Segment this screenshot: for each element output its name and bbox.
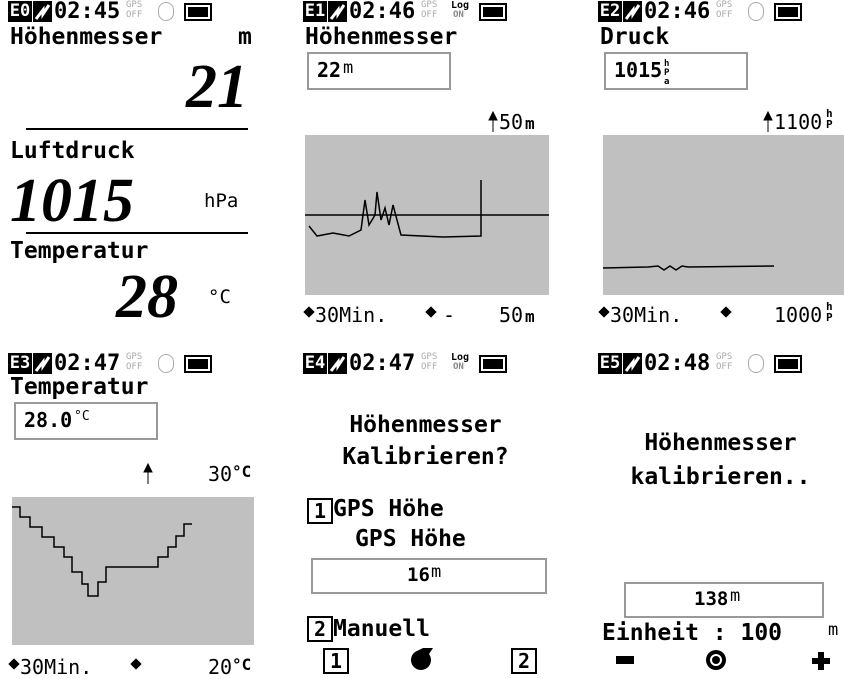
scale-bottom: 50 xyxy=(499,305,523,325)
screen-tag: E1 xyxy=(303,1,327,22)
value: 1015 xyxy=(10,170,134,232)
clock: 02:45 xyxy=(54,1,120,23)
gps-state: OFF xyxy=(421,11,437,20)
log-state: ON xyxy=(453,11,464,20)
gps-label: GPS xyxy=(421,1,437,10)
scale-bottom: 20 xyxy=(208,657,232,677)
clock: 02:48 xyxy=(644,353,710,375)
time-span: 30Min. xyxy=(315,305,387,325)
screen-tag: E5 xyxy=(598,353,622,374)
value: 21 xyxy=(186,56,248,118)
screen-tag: E4 xyxy=(303,353,327,374)
gps-state: OFF xyxy=(126,363,142,372)
time-span: 30Min. xyxy=(20,657,92,677)
label: Temperatur xyxy=(10,240,148,263)
screen-tag: E2 xyxy=(598,1,622,22)
screen-tag: E3 xyxy=(8,353,32,374)
battery-icon xyxy=(774,3,802,21)
marker: - xyxy=(443,305,455,325)
divider xyxy=(26,128,248,130)
log-state: ON xyxy=(453,363,464,372)
value: 28 xyxy=(116,266,178,327)
scale-unit: °C xyxy=(232,657,251,673)
graph xyxy=(8,352,258,679)
screen-tag: E0 xyxy=(8,1,32,22)
bluetooth-icon xyxy=(158,2,174,21)
battery-icon xyxy=(184,355,212,373)
scale-bottom: 1000 xyxy=(774,305,822,325)
battery-icon xyxy=(184,3,212,21)
mode-icon xyxy=(623,1,642,22)
screen: Höhenmesser m 21 Luftdruck 1015 hPa Temp… xyxy=(8,0,258,327)
battery-icon xyxy=(479,3,507,21)
mode-icon xyxy=(33,1,52,22)
unit: hPa xyxy=(204,192,238,211)
mode-icon xyxy=(328,353,347,374)
clock: 02:46 xyxy=(349,1,415,23)
clock: 02:47 xyxy=(349,353,415,375)
mode-icon xyxy=(33,353,52,374)
time-span: 30Min. xyxy=(610,305,682,325)
gps-label: GPS xyxy=(716,353,732,362)
gps-label: GPS xyxy=(126,353,142,362)
confirm-icon xyxy=(303,352,553,679)
screen: Höhenmesser Kalibrieren? 1 GPS Höhe GPS … xyxy=(303,352,553,679)
gps-label: GPS xyxy=(421,353,437,362)
label: Höhenmesser xyxy=(10,26,162,49)
gps-state: OFF xyxy=(421,363,437,372)
gps-label: GPS xyxy=(716,1,732,10)
graph xyxy=(598,0,844,327)
gps-state: OFF xyxy=(126,11,142,20)
screenshot: Höhenmesser m 21 Luftdruck 1015 hPa Temp… xyxy=(0,0,844,679)
screen: Höhenmesser kalibrieren.. 138 m Einheit … xyxy=(598,352,844,679)
gps-state: OFF xyxy=(716,11,732,20)
mode-icon xyxy=(623,353,642,374)
bluetooth-icon xyxy=(748,354,764,373)
battery-icon xyxy=(479,355,507,373)
softkey[interactable]: 2 xyxy=(511,648,537,674)
scale-unit: hP xyxy=(826,301,834,323)
bluetooth-icon xyxy=(748,2,764,21)
screen: Temperatur 28.0 °C 30 °C 30Min. 20 °C E3… xyxy=(8,352,258,679)
graph xyxy=(303,0,553,327)
clock: 02:46 xyxy=(644,1,710,23)
label: Luftdruck xyxy=(10,140,135,163)
softkeys xyxy=(598,352,844,679)
mode-icon xyxy=(328,1,347,22)
gps-state: OFF xyxy=(716,363,732,372)
unit: m xyxy=(238,26,252,49)
divider xyxy=(26,232,248,234)
unit: °C xyxy=(208,288,231,307)
clock: 02:47 xyxy=(54,353,120,375)
bluetooth-icon xyxy=(158,354,174,373)
battery-icon xyxy=(774,355,802,373)
gps-label: GPS xyxy=(126,1,142,10)
scale-unit: m xyxy=(525,309,535,325)
screen: Höhenmesser 22 m 50 m 30Min. - 50 m E102… xyxy=(303,0,553,327)
screen: Druck 1015 hPa 1100 hP 30Min. 1000 hP E2… xyxy=(598,0,844,327)
